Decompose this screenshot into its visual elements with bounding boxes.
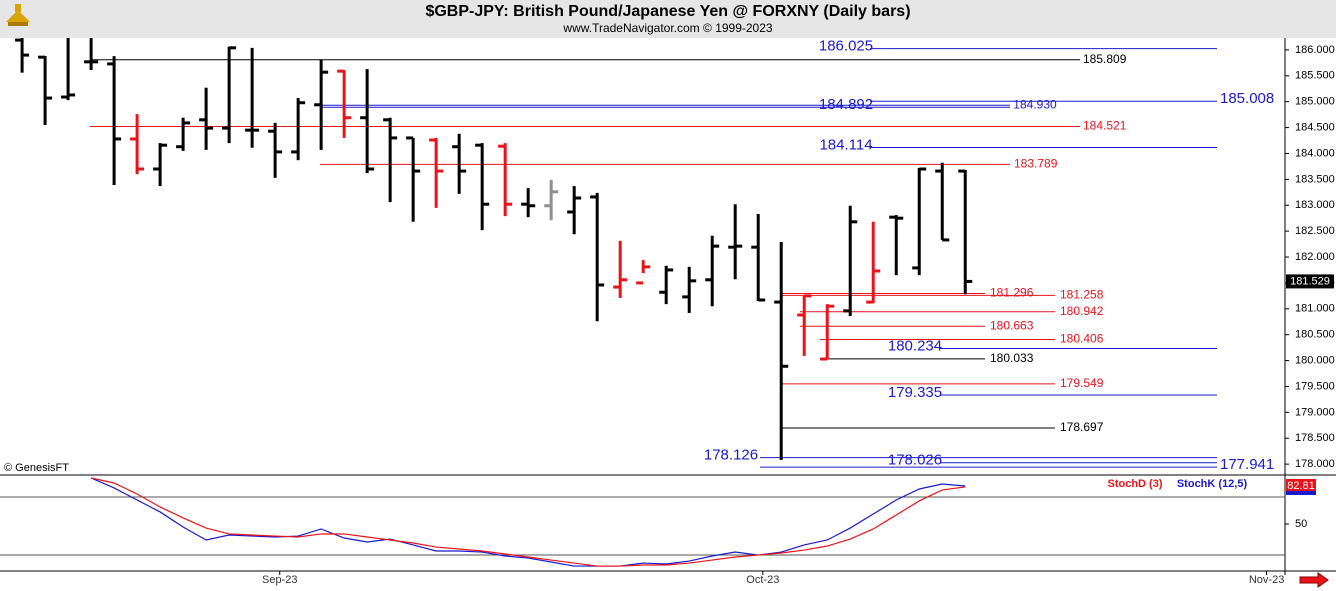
level-label: 178.026	[888, 452, 942, 469]
level-label: 185.809	[1083, 52, 1127, 66]
stoch-line	[90, 477, 966, 567]
y-tick-label: 180.000	[1295, 354, 1335, 366]
last-value-box	[1286, 478, 1316, 493]
y-tick-label: 184.500	[1295, 121, 1335, 133]
x-tick-label: Sep-23	[262, 574, 297, 586]
level-label: 180.406	[1060, 332, 1104, 346]
chart-title: $GBP-JPY: British Pound/Japanese Yen @ F…	[425, 3, 910, 20]
level-label: 180.942	[1060, 304, 1104, 318]
logo	[6, 4, 30, 26]
y-tick-label: 182.000	[1295, 251, 1335, 263]
level-label: 184.930	[1013, 97, 1057, 111]
level-label: 178.126	[704, 447, 758, 464]
y-tick-label: 185.500	[1295, 70, 1335, 82]
y-tick-label: 179.000	[1295, 406, 1335, 418]
level-label: 180.663	[990, 318, 1034, 332]
last-price-label: 181.529	[1290, 275, 1330, 287]
level-label: 184.892	[819, 96, 873, 113]
level-label: 177.941	[1220, 456, 1274, 473]
level-label: 184.521	[1083, 119, 1127, 133]
header-band	[0, 0, 1336, 38]
y-tick-label: 185.000	[1295, 96, 1335, 108]
level-label: 185.008	[1220, 90, 1274, 107]
y-tick-label: 182.500	[1295, 225, 1335, 237]
legend-entry: StochK (12,5)	[1177, 478, 1248, 490]
scroll-arrow[interactable]	[1299, 572, 1329, 588]
y-tick-label: 181.000	[1295, 303, 1335, 315]
y-tick-label: 183.000	[1295, 199, 1335, 211]
chart-subtitle: www.TradeNavigator.com © 1999-2023	[562, 21, 772, 35]
level-label: 179.549	[1060, 376, 1104, 390]
level-label: 180.033	[990, 351, 1034, 365]
level-label: 181.258	[1060, 288, 1104, 302]
last-value-label: 82.81	[1287, 480, 1315, 492]
level-label: 184.114	[819, 137, 872, 154]
y-tick-label: 178.500	[1295, 432, 1335, 444]
level-label: 180.234	[888, 337, 942, 354]
level-label: 183.789	[1014, 157, 1058, 171]
level-label: 178.697	[1060, 420, 1104, 434]
level-label: 186.025	[819, 38, 873, 55]
y-tick-label: 183.500	[1295, 173, 1335, 185]
y-tick-label: 186.000	[1295, 44, 1335, 56]
legend-entry: StochD (3)	[1108, 478, 1163, 490]
last-value-box-under	[1286, 490, 1316, 495]
level-label: 179.335	[888, 384, 942, 401]
y-tick-label: 184.000	[1295, 147, 1335, 159]
y-tick-label: 179.500	[1295, 380, 1335, 392]
stoch-line	[90, 477, 966, 567]
x-tick-label: Oct-23	[746, 574, 779, 586]
credit: © GenesisFT	[4, 462, 69, 474]
y-tick-label: 178.000	[1295, 458, 1335, 470]
last-price-box	[1286, 274, 1334, 289]
y-tick-label: 50	[1295, 518, 1307, 530]
level-label: 181.296	[990, 286, 1034, 300]
x-tick-label: Nov-23	[1249, 574, 1284, 586]
y-tick-label: 180.500	[1295, 329, 1335, 341]
